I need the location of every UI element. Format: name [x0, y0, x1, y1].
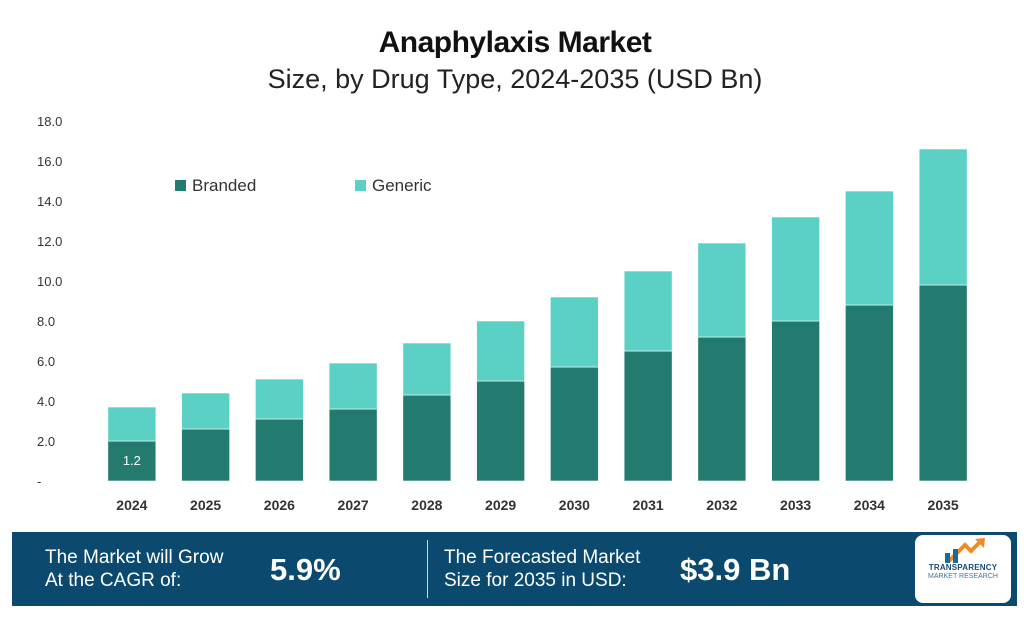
x-tick-label: 2035	[928, 497, 959, 513]
y-tick-label: -	[37, 474, 41, 489]
cagr-label: The Market will Grow At the CAGR of:	[45, 546, 223, 592]
bar-branded-2029	[476, 380, 525, 482]
x-tick-label: 2025	[190, 497, 221, 513]
bar-branded-2031	[623, 350, 673, 482]
footer-banner: The Market will Grow At the CAGR of: 5.9…	[12, 532, 1017, 606]
bar-generic-2030	[550, 296, 599, 368]
x-tick-label: 2027	[338, 497, 369, 513]
x-tick-label: 2031	[633, 497, 664, 513]
x-tick-label: 2033	[780, 497, 811, 513]
bar-generic-2025	[181, 392, 230, 430]
bar-generic-2033	[771, 216, 820, 322]
x-tick-label: 2029	[485, 497, 516, 513]
forecast-label: The Forecasted Market Size for 2035 in U…	[444, 546, 640, 592]
logo-text-line1: TRANSPARENCY	[928, 563, 998, 572]
bar-branded-2030	[550, 366, 599, 482]
x-tick-label: 2030	[559, 497, 590, 513]
bar-branded-2034	[845, 304, 894, 482]
y-tick-label: 12.0	[37, 234, 62, 249]
cagr-label-line2: At the CAGR of:	[45, 570, 182, 591]
bar-generic-2035	[918, 148, 968, 286]
y-tick-label: 4.0	[37, 394, 55, 409]
logo-arrow-icon	[945, 538, 985, 563]
bar-generic-2026	[255, 378, 304, 420]
data-label: 1.2	[123, 453, 141, 468]
bar-branded-2024	[107, 440, 157, 482]
y-tick-label: 16.0	[37, 154, 62, 169]
legend-swatch	[355, 180, 366, 191]
x-tick-label: 2026	[264, 497, 295, 513]
bar-branded-2027	[328, 408, 378, 482]
y-tick-label: 8.0	[37, 314, 55, 329]
forecast-value: $3.9 Bn	[680, 552, 791, 587]
logo-text-line2: MARKET RESEARCH	[928, 573, 998, 580]
legend-item-generic: Generic	[355, 176, 432, 195]
x-tick-label: 2024	[116, 497, 147, 513]
company-logo: TRANSPARENCY MARKET RESEARCH	[915, 535, 1011, 603]
y-tick-label: 2.0	[37, 434, 55, 449]
bar-branded-2026	[255, 418, 304, 482]
chart-title: Anaphylaxis Market	[378, 26, 652, 59]
y-tick-label: 14.0	[37, 194, 62, 209]
bar-generic-2024	[107, 406, 157, 442]
cagr-value: 5.9%	[270, 552, 341, 587]
forecast-label-line1: The Forecasted Market	[444, 547, 641, 568]
legend-label: Generic	[372, 176, 432, 195]
footer-divider	[427, 540, 428, 598]
chart-subtitle: Size, by Drug Type, 2024-2035 (USD Bn)	[267, 64, 763, 94]
cagr-label-line1: The Market will Grow	[45, 547, 224, 568]
legend-label: Branded	[192, 176, 256, 195]
bar-generic-2031	[623, 270, 673, 352]
y-tick-label: 6.0	[37, 354, 55, 369]
bar-branded-2025	[181, 428, 230, 482]
stacked-bar-chart: - 2.0 4.0 6.0 8.0 10.0 12.0 14.0 16.0 18.0 2024 202…	[37, 114, 968, 513]
y-tick-label: 18.0	[37, 114, 62, 129]
x-tick-label: 2034	[854, 497, 885, 513]
bar-branded-2033	[771, 320, 820, 482]
bar-generic-2032	[697, 242, 747, 338]
y-tick-label: 10.0	[37, 274, 62, 289]
x-tick-label: 2032	[706, 497, 737, 513]
legend-swatch	[175, 180, 186, 191]
legend-item-branded: Branded	[175, 176, 256, 195]
bar-branded-2032	[697, 336, 747, 482]
bar-branded-2028	[402, 394, 452, 482]
bar-generic-2028	[402, 342, 452, 396]
bar-generic-2029	[476, 320, 525, 382]
x-tick-label: 2028	[411, 497, 442, 513]
bar-generic-2027	[328, 362, 378, 410]
bar-branded-2035	[918, 284, 968, 482]
bar-generic-2034	[845, 190, 894, 306]
forecast-label-line2: Size for 2035 in USD:	[444, 570, 627, 591]
